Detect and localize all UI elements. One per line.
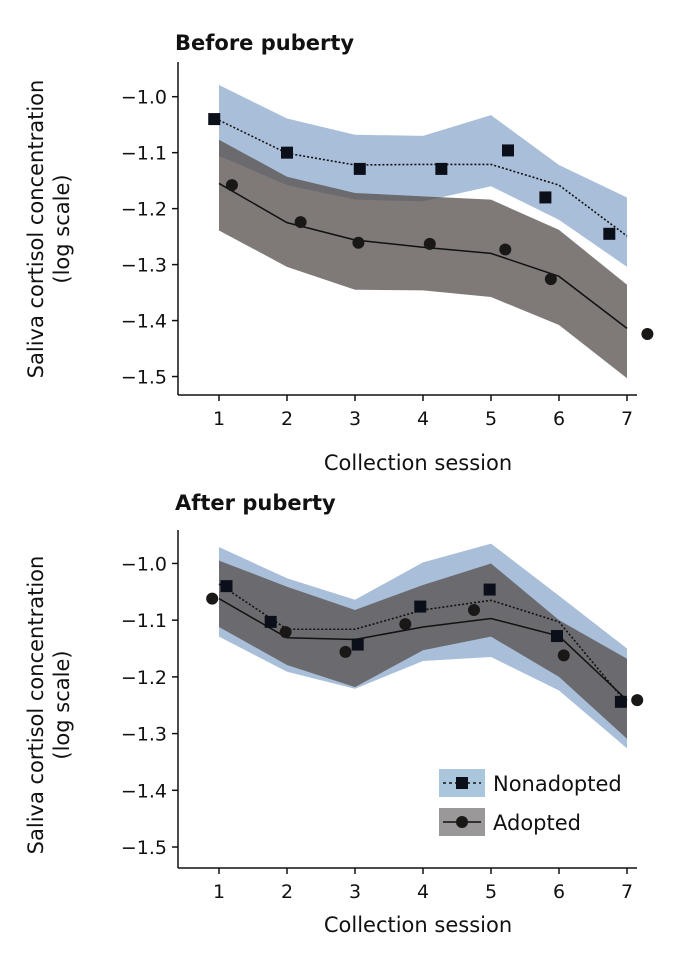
data-point-adopted xyxy=(557,649,570,662)
legend-item-adopted: Adopted xyxy=(439,808,581,836)
data-point-nonadopted xyxy=(414,600,427,613)
data-point-adopted xyxy=(631,694,644,707)
data-point-adopted xyxy=(399,618,412,631)
data-point-adopted xyxy=(339,645,352,658)
data-point-adopted xyxy=(544,273,557,286)
data-point-adopted xyxy=(499,243,512,256)
data-point-nonadopted xyxy=(351,638,364,651)
x-tick-label: 6 xyxy=(553,881,565,903)
panel-title: Before puberty xyxy=(175,31,354,55)
panel-before-puberty: Before puberty Saliva cortisol concentra… xyxy=(24,31,654,475)
x-tick-label: 5 xyxy=(485,881,497,903)
trend-line-adopted xyxy=(218,182,628,329)
panel-after-puberty: After puberty Saliva cortisol concentrat… xyxy=(24,491,644,937)
x-tick-label: 4 xyxy=(417,408,429,430)
data-point-nonadopted xyxy=(281,146,293,159)
data-point-adopted xyxy=(641,327,654,340)
x-axis-label: Collection session xyxy=(324,913,512,937)
y-tick-label: −1.1 xyxy=(121,143,167,165)
x-tick-label: 2 xyxy=(281,408,293,430)
data-point-nonadopted xyxy=(603,227,616,240)
data-point-nonadopted xyxy=(483,583,496,596)
x-tick-label: 7 xyxy=(621,408,633,430)
data-point-adopted xyxy=(352,236,365,249)
y-axis-label: Saliva cortisol concentration xyxy=(24,556,48,855)
x-tick-label: 3 xyxy=(349,408,361,430)
x-axis-label: Collection session xyxy=(324,451,512,475)
data-point-adopted xyxy=(279,626,292,639)
y-tick-label: −1.2 xyxy=(121,667,167,689)
data-point-nonadopted xyxy=(353,162,366,175)
y-tick-label: −1.1 xyxy=(121,610,167,632)
y-tick-label: −1.3 xyxy=(121,255,167,277)
x-tick-label: 1 xyxy=(213,408,225,430)
data-point-nonadopted xyxy=(208,113,221,126)
x-tick-label: 1 xyxy=(213,881,225,903)
y-tick-label: −1.3 xyxy=(121,724,167,746)
y-axis-label-2: (log scale) xyxy=(50,174,74,283)
square-marker-icon xyxy=(456,777,468,789)
data-point-adopted xyxy=(294,216,307,229)
legend: Nonadopted Adopted xyxy=(439,769,622,836)
y-tick-label: −1.5 xyxy=(121,837,167,859)
data-point-nonadopted xyxy=(614,695,627,708)
data-point-adopted xyxy=(468,603,480,616)
x-tick-label: 7 xyxy=(621,881,633,903)
y-tick-label: −1.5 xyxy=(121,367,167,389)
data-point-nonadopted xyxy=(220,580,233,593)
data-point-nonadopted xyxy=(539,191,552,204)
y-axis-label: Saliva cortisol concentration xyxy=(24,80,48,379)
x-tick-label: 6 xyxy=(553,408,565,430)
y-tick-label: −1.0 xyxy=(121,553,167,575)
data-point-adopted xyxy=(225,179,238,192)
legend-label: Adopted xyxy=(493,811,581,835)
legend-item-nonadopted: Nonadopted xyxy=(439,769,622,797)
x-tick-label: 3 xyxy=(349,881,361,903)
circle-marker-icon xyxy=(456,816,468,828)
data-point-adopted xyxy=(423,237,436,250)
y-tick-label: −1.2 xyxy=(121,199,167,221)
data-point-adopted xyxy=(206,592,219,605)
data-point-nonadopted xyxy=(435,162,448,175)
confidence-band-nonadopted xyxy=(219,84,627,267)
x-tick-label: 2 xyxy=(281,881,293,903)
panel-title: After puberty xyxy=(175,491,336,515)
y-tick-label: −1.4 xyxy=(121,311,167,333)
data-point-nonadopted xyxy=(502,144,514,157)
data-point-nonadopted xyxy=(550,630,563,643)
confidence-band-adopted xyxy=(219,560,627,739)
data-point-nonadopted xyxy=(264,615,277,628)
confidence-band-adopted xyxy=(219,139,627,379)
y-axis-label-2: (log scale) xyxy=(50,650,74,759)
x-tick-label: 5 xyxy=(485,408,497,430)
y-tick-label: −1.0 xyxy=(121,87,167,109)
plot-area xyxy=(206,543,644,749)
legend-label: Nonadopted xyxy=(493,772,622,796)
y-tick-label: −1.4 xyxy=(121,780,167,802)
plot-area xyxy=(208,84,654,379)
x-tick-label: 4 xyxy=(417,881,429,903)
trend-line-nonadopted xyxy=(218,119,628,237)
